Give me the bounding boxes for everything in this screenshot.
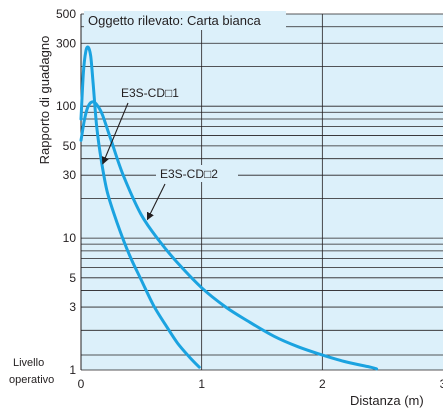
annotation-arrow-1 [101, 102, 129, 165]
operating-level-label-line1: Livello [13, 357, 44, 369]
series-line-2 [79, 100, 379, 371]
x-tick-label: 3 [440, 377, 443, 391]
y-tick-labels: 1 3 5 10 30 50 100 300 500 [56, 7, 76, 377]
x-tick-label: 1 [198, 377, 205, 391]
x-tick-labels: 0 1 2 3 [78, 377, 443, 391]
operating-level-label-line2: operativo [9, 374, 54, 386]
y-axis-label: Rapporto di guadagno [37, 36, 52, 165]
y-tick-label: 100 [56, 99, 76, 113]
y-tick-label: 10 [63, 231, 77, 245]
annotation-background [156, 165, 238, 182]
title-box [84, 11, 286, 30]
annotation-arrow-2 [146, 183, 166, 221]
y-tick-label: 300 [56, 36, 76, 50]
y-tick-label: 50 [63, 139, 77, 153]
x-axis-label: Distanza (m) [350, 393, 424, 408]
y-tick-label: 30 [63, 168, 77, 182]
annotation-label-2: E3S-CD□2 [160, 167, 218, 181]
annotation-label-1: E3S-CD□1 [121, 86, 179, 100]
plot-area [81, 14, 443, 370]
y-tick-label: 5 [69, 271, 76, 285]
y-tick-label: 500 [56, 7, 76, 21]
y-tick-label: 1 [69, 363, 76, 377]
series-annotations: E3S-CD□1 E3S-CD□2 [101, 84, 238, 221]
series-line-1 [79, 45, 201, 369]
x-tick-label: 2 [319, 377, 326, 391]
x-tick-label: 0 [78, 377, 85, 391]
y-tick-label: 3 [69, 300, 76, 314]
chart-title: Oggetto rilevato: Carta bianca [88, 13, 261, 28]
series-curves [79, 45, 379, 371]
annotation-background [117, 84, 199, 101]
